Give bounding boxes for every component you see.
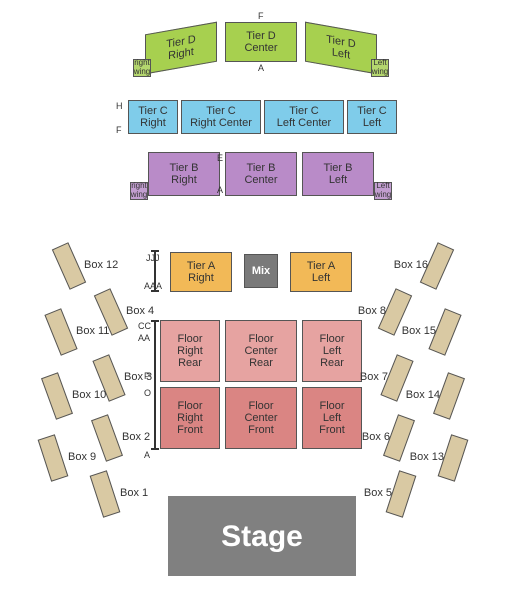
box-label-right-5: Box 6 — [346, 432, 390, 443]
box-label-right-4: Box 14 — [396, 390, 440, 401]
box-left-4 — [41, 372, 73, 420]
tier-d-left: Tier D Left — [305, 22, 377, 75]
tier-a-right: Tier A Right — [170, 252, 232, 292]
tier-b-left: Tier B Left — [302, 152, 374, 196]
tier-b-wing-left: Left wing — [374, 182, 392, 200]
floor-row-cc: CC — [138, 322, 151, 331]
tier-a-row-jjj: JJJ — [146, 254, 160, 263]
tier-b-row-a: A — [217, 186, 223, 195]
tier-b-center: Tier B Center — [225, 152, 297, 196]
row-bar-0-top — [151, 250, 159, 252]
box-label-left-6: Box 9 — [68, 452, 112, 463]
stage: Stage — [168, 496, 356, 576]
box-left-0 — [52, 242, 86, 290]
tier-d-right: Tier D Right — [145, 22, 217, 75]
box-label-left-5: Box 2 — [122, 432, 166, 443]
box-label-left-2: Box 11 — [76, 326, 120, 337]
box-label-left-3: Box 3 — [124, 372, 168, 383]
floor-center-front: Floor Center Front — [225, 387, 297, 449]
floor-row-o: O — [144, 389, 151, 398]
box-left-7 — [90, 470, 121, 517]
tier-c-row-h: H — [116, 102, 123, 111]
tier-d-row-a: A — [258, 64, 264, 73]
row-bar-1 — [154, 320, 156, 450]
row-bar-1-top — [151, 320, 159, 322]
tier-c-right-center: Tier C Right Center — [181, 100, 261, 134]
tier-d-wing-left: Left wing — [371, 59, 389, 77]
row-bar-1-bot — [151, 448, 159, 450]
tier-d-wing-right: right wing — [133, 59, 151, 77]
tier-b-row-e: E — [217, 154, 223, 163]
floor-right-rear: Floor Right Rear — [160, 320, 220, 382]
box-label-left-1: Box 4 — [126, 306, 170, 317]
box-label-right-0: Box 16 — [384, 260, 428, 271]
mix-booth: Mix — [244, 254, 278, 288]
tier-c-left-center: Tier C Left Center — [264, 100, 344, 134]
box-label-right-6: Box 13 — [400, 452, 444, 463]
floor-row-a: A — [144, 451, 150, 460]
box-label-right-1: Box 8 — [342, 306, 386, 317]
tier-d-rowbar — [260, 22, 262, 62]
tier-c-left: Tier C Left — [347, 100, 397, 134]
box-label-right-2: Box 15 — [392, 326, 436, 337]
floor-row-aa: AA — [138, 334, 150, 343]
tier-c-right: Tier C Right — [128, 100, 178, 134]
box-left-2 — [44, 308, 77, 356]
tier-b-wing-right: right wing — [130, 182, 148, 200]
tier-d-row-f: F — [258, 12, 264, 21]
box-label-left-7: Box 1 — [120, 488, 164, 499]
seating-chart: Tier D RightTier D CenterTier D Leftrigh… — [0, 0, 525, 600]
tier-b-right: Tier B Right — [148, 152, 220, 196]
box-label-left-0: Box 12 — [84, 260, 128, 271]
floor-center-rear: Floor Center Rear — [225, 320, 297, 382]
tier-c-row-f: F — [116, 126, 122, 135]
floor-right-front: Floor Right Front — [160, 387, 220, 449]
row-bar-0 — [154, 250, 156, 292]
box-label-right-3: Box 7 — [344, 372, 388, 383]
box-left-6 — [38, 434, 69, 481]
tier-a-left: Tier A Left — [290, 252, 352, 292]
box-label-left-4: Box 10 — [72, 390, 116, 401]
row-bar-0-bot — [151, 290, 159, 292]
